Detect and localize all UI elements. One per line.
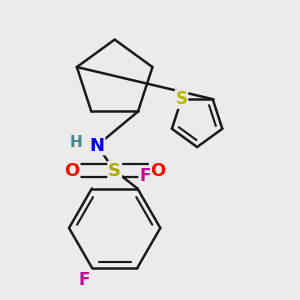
Text: O: O [64, 162, 80, 180]
Text: F: F [139, 167, 151, 185]
Text: S: S [176, 90, 188, 108]
Text: O: O [150, 162, 165, 180]
Text: F: F [79, 271, 90, 289]
Text: H: H [69, 135, 82, 150]
Text: N: N [89, 136, 104, 154]
Text: S: S [108, 162, 121, 180]
